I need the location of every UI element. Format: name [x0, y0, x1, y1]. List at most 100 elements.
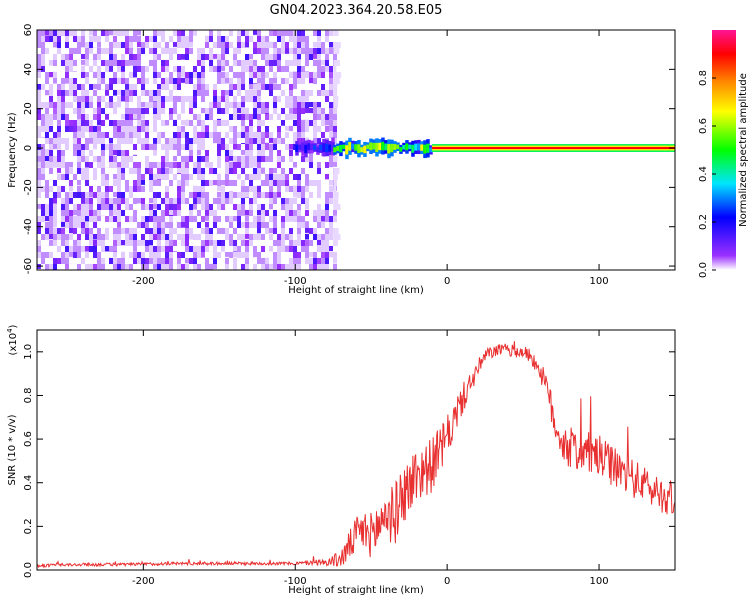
noise-cell: [217, 150, 221, 162]
spectrogram-ylabel: Frequency (Hz): [7, 112, 18, 188]
noise-cell: [145, 48, 149, 60]
noise-cell: [97, 36, 101, 44]
noise-cell: [177, 126, 181, 138]
noise-cell: [233, 144, 237, 150]
svg-text:(x104): (x104): [6, 324, 19, 355]
noise-cell: [245, 132, 249, 139]
noise-cell: [197, 228, 201, 235]
noise-cell: [177, 144, 181, 151]
noise-cell: [253, 150, 257, 160]
noise-cell: [221, 102, 225, 109]
signal-blob-core: [301, 142, 305, 152]
noise-cell: [141, 246, 145, 256]
noise-cell: [309, 240, 313, 250]
noise-cell: [277, 192, 281, 198]
noise-cell: [241, 102, 245, 108]
noise-cell: [153, 114, 157, 120]
noise-cell: [293, 180, 297, 185]
noise-cell: [281, 168, 285, 176]
noise-cell: [285, 252, 289, 259]
noise-cell: [133, 198, 137, 210]
noise-cell: [241, 138, 245, 144]
noise-cell: [157, 222, 161, 233]
noise-cell: [325, 174, 329, 180]
noise-cell: [45, 66, 49, 76]
noise-cell: [297, 60, 301, 67]
noise-cell: [141, 150, 145, 158]
noise-cell: [249, 138, 253, 145]
noise-cell: [149, 240, 153, 246]
noise-cell: [189, 168, 193, 180]
noise-cell: [117, 30, 121, 38]
noise-cell: [149, 114, 153, 120]
noise-cell: [253, 48, 257, 55]
noise-cell: [41, 216, 45, 225]
noise-cell: [97, 204, 101, 216]
noise-cell: [241, 234, 245, 243]
noise-cell: [281, 192, 285, 203]
noise-cell: [73, 30, 77, 41]
noise-cell: [161, 168, 165, 180]
noise-cell: [69, 60, 73, 67]
noise-cell: [161, 84, 165, 91]
noise-cell: [253, 120, 257, 132]
noise-cell: [197, 240, 201, 250]
noise-cell: [269, 30, 273, 39]
noise-cell: [205, 162, 209, 168]
noise-cell: [229, 228, 233, 237]
noise-cell: [221, 144, 225, 151]
noise-cell: [125, 156, 129, 167]
noise-cell: [301, 204, 305, 211]
spectrogram-xtick-label: 0: [444, 276, 450, 287]
noise-cell: [153, 150, 157, 156]
noise-cell: [289, 144, 293, 150]
noise-cell: [265, 180, 269, 189]
noise-cell: [49, 186, 53, 194]
noise-cell: [49, 60, 53, 66]
noise-cell: [249, 54, 253, 60]
noise-cell: [197, 192, 201, 198]
noise-cell: [61, 90, 65, 97]
noise-cell: [165, 162, 169, 168]
noise-cell: [145, 54, 149, 62]
noise-cell: [221, 264, 225, 270]
noise-cell: [133, 162, 137, 173]
noise-cell: [197, 180, 201, 191]
noise-cell: [53, 264, 57, 270]
noise-cell: [117, 78, 121, 85]
noise-cell: [117, 246, 121, 252]
noise-cell: [241, 78, 245, 87]
noise-cell: [225, 168, 229, 175]
noise-cell: [293, 144, 297, 153]
noise-cell: [301, 72, 305, 82]
noise-cell: [225, 180, 229, 191]
noise-cell: [325, 216, 329, 224]
noise-cell: [209, 168, 213, 176]
noise-cell: [253, 84, 257, 90]
noise-cell: [277, 126, 281, 136]
noise-cell: [165, 264, 169, 270]
noise-cell: [245, 168, 249, 179]
noise-cell: [149, 90, 153, 99]
noise-cell: [105, 78, 109, 87]
noise-cell: [137, 36, 141, 44]
noise-cell: [89, 240, 93, 246]
noise-cell: [201, 186, 205, 193]
noise-cell: [285, 228, 289, 236]
noise-cell: [157, 138, 161, 147]
noise-cell: [101, 132, 105, 142]
noise-cell: [293, 156, 297, 166]
noise-cell: [273, 132, 277, 139]
noise-cell: [77, 264, 81, 270]
noise-cell: [153, 228, 157, 235]
snr-ytick-label: 0.8: [23, 388, 34, 404]
noise-cell: [333, 138, 337, 147]
noise-cell: [301, 96, 305, 104]
noise-cell: [121, 252, 125, 264]
noise-cell: [89, 162, 93, 173]
noise-cell: [129, 180, 133, 189]
noise-cell: [57, 132, 61, 138]
colorbar-tick-label: 0.0: [698, 262, 709, 278]
noise-cell: [53, 180, 57, 187]
